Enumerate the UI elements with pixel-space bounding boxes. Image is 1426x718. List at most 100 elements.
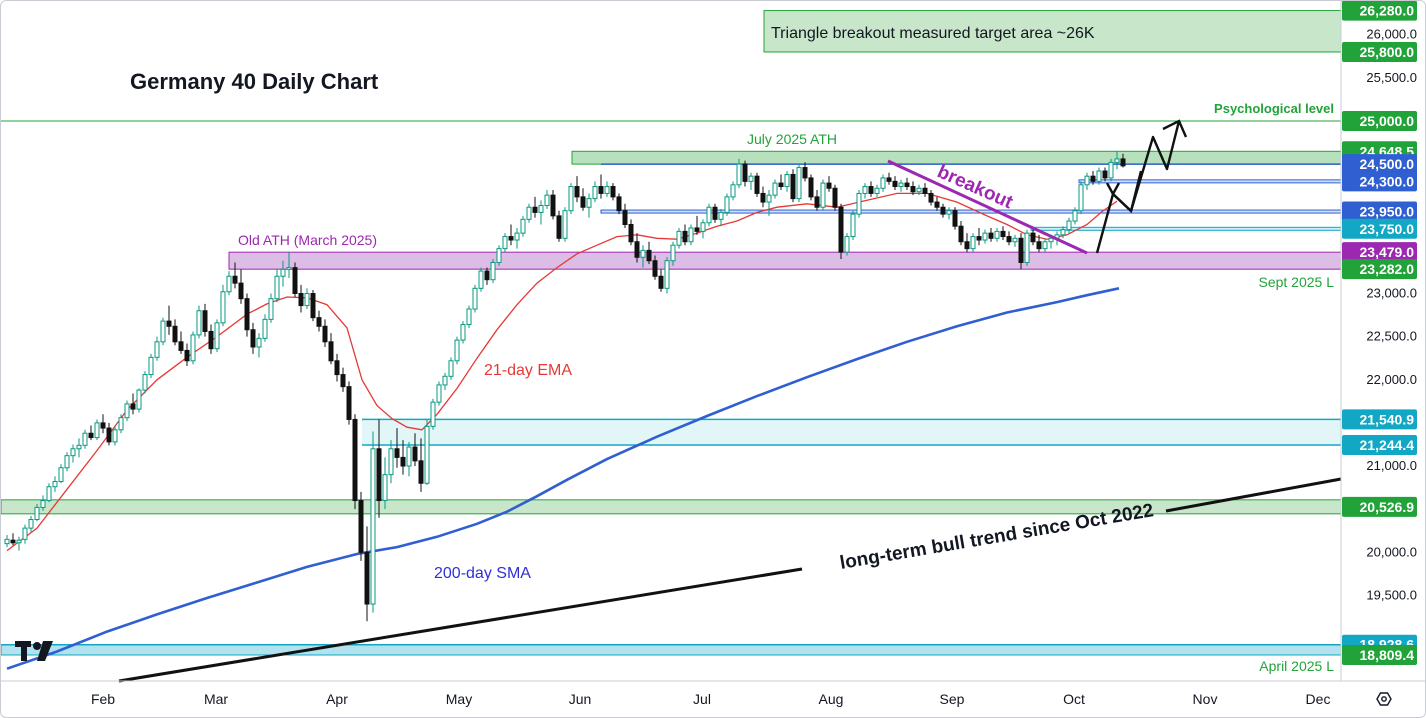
candle-body [580, 196, 586, 208]
sma-label: 200-day SMA [434, 565, 531, 582]
ema-line [6, 192, 1118, 552]
tradingview-logo-icon[interactable] [15, 641, 53, 661]
candle-body [832, 187, 838, 208]
candle-body [244, 298, 250, 331]
candle-body [130, 403, 136, 410]
candle-body [454, 339, 460, 362]
price-level-badge [1342, 171, 1417, 192]
candle-body [370, 448, 376, 605]
candle-body [826, 182, 832, 189]
x-tick-label: Mar [204, 691, 228, 707]
candle-body [472, 287, 478, 310]
candle-body [196, 310, 202, 336]
candle-body [394, 448, 400, 458]
candle-body [64, 455, 70, 469]
candle-body [148, 356, 154, 376]
candle-body [262, 318, 268, 339]
price-level-badge [1342, 41, 1417, 62]
candle-body [544, 194, 550, 207]
candle-body [16, 539, 22, 544]
candle-body [676, 230, 682, 246]
candle-body [322, 325, 328, 343]
candle-body [10, 539, 16, 544]
candle-body [1042, 241, 1048, 250]
breakout-line [887, 159, 1088, 255]
candle-body [508, 236, 514, 241]
y-tick-label: 21,000.0 [1366, 458, 1417, 473]
price-level-badge [1342, 409, 1417, 430]
candle-body [838, 206, 844, 253]
candle-body [1066, 220, 1072, 231]
chart-title: Germany 40 Daily Chart [130, 69, 379, 94]
candle-body [1114, 158, 1120, 163]
level-24300 [1078, 179, 1342, 184]
candle-body [298, 293, 304, 307]
candle-body [418, 460, 424, 484]
candle-body [910, 186, 916, 193]
price-axis[interactable]: 19,500.020,000.021,000.021,500.022,000.0… [1340, 1, 1425, 717]
candle-body [874, 187, 880, 194]
candle-body [1102, 170, 1108, 179]
candle-body [622, 210, 628, 225]
candle-body [502, 236, 508, 250]
candle-body [742, 163, 748, 182]
candle-body [898, 182, 904, 188]
candle-body [328, 341, 334, 362]
candle-body [790, 173, 796, 200]
candle-body [670, 244, 676, 262]
candle-body [232, 275, 238, 284]
price-level-label: 21,244.4 [1360, 437, 1415, 453]
x-tick-label: Sep [940, 691, 965, 707]
y-tick-label: 22,000.0 [1366, 372, 1417, 387]
candle-body [184, 349, 190, 362]
candle-body [994, 230, 1000, 239]
candle-body [280, 268, 286, 277]
candle-body [496, 248, 502, 263]
projection-path-1 [1095, 120, 1181, 254]
candle-body [868, 186, 874, 194]
candle-body [1060, 229, 1066, 236]
candle-body [688, 227, 694, 243]
support-zone [362, 419, 1341, 445]
candle-body [646, 249, 652, 262]
candle-body [1090, 175, 1096, 182]
candle-body [586, 198, 592, 208]
candle-body [844, 236, 850, 253]
ema-label: 21-day EMA [484, 362, 572, 379]
candle-body [694, 227, 700, 232]
level-23950 [600, 209, 1342, 214]
candle-body [562, 210, 568, 239]
candle-body [628, 223, 634, 243]
candle-body [748, 175, 754, 182]
candle-body [106, 427, 112, 443]
price-level-label: 24,300.0 [1360, 173, 1415, 189]
price-level-label: 26,280.0 [1360, 3, 1415, 19]
candle-body [154, 341, 160, 358]
price-level-badge [1342, 1, 1417, 21]
candle-body [682, 230, 688, 243]
candle-body [238, 282, 244, 300]
x-tick-label: Aug [819, 691, 844, 707]
candle-body [886, 177, 892, 182]
price-level-badge [1342, 259, 1417, 280]
candle-body [22, 527, 28, 540]
candles-layer [4, 151, 1126, 622]
ath-zone [571, 150, 1342, 165]
time-axis[interactable]: Feb Mar Apr May Jun Jul Aug Sep Oct Nov Dec [1, 680, 1425, 707]
candle-body [220, 291, 226, 324]
y-tick-label: 19,500.0 [1366, 587, 1417, 602]
sma-line [6, 287, 1120, 670]
price-level-label: 23,950.0 [1360, 204, 1415, 220]
candle-body [754, 175, 760, 194]
candle-body [700, 222, 706, 232]
candle-body [484, 270, 490, 281]
price-level-label: 23,282.0 [1360, 261, 1415, 277]
candle-body [82, 432, 88, 446]
candle-body [940, 206, 946, 215]
candle-body [1024, 232, 1030, 263]
candle-body [58, 467, 64, 483]
settings-icon[interactable] [1376, 692, 1392, 706]
candle-body [376, 448, 382, 502]
